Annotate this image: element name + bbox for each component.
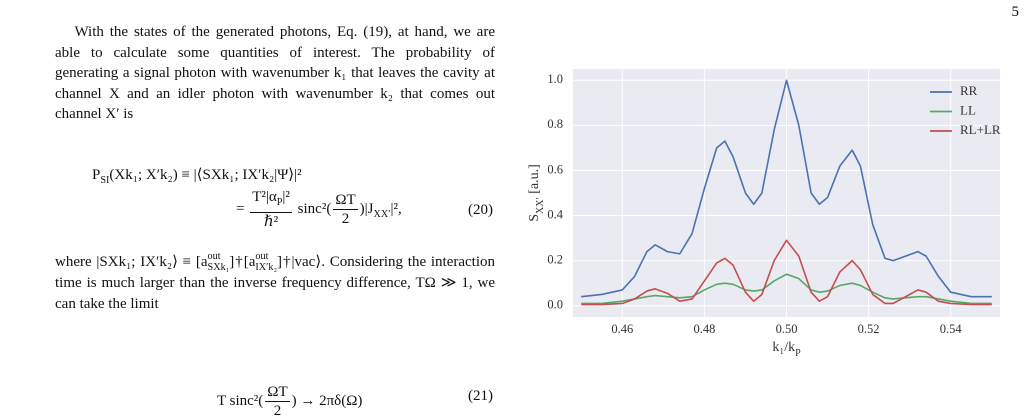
subscript: P [795, 348, 801, 359]
subscript: SXk₁ [207, 261, 230, 274]
text-run: ) → 2πδ(Ω) [291, 392, 363, 409]
x-axis-label: k₁/kP [772, 340, 801, 359]
subscript: IX′k₂ [255, 261, 278, 274]
paragraph: where |SXk₁; IX′k₂⟩ ≡ [a out SXk₁]†[a out IX… [55, 251, 495, 314]
equation-number: (20) [468, 202, 493, 218]
text-run: |² [282, 189, 290, 205]
text-run: SI [100, 175, 110, 186]
legend-label: RR [960, 83, 978, 98]
text-run: T sinc²( [217, 392, 264, 409]
text-run: out [207, 251, 221, 262]
y-tick-label: 0.0 [547, 298, 563, 312]
text-run: ΩT [267, 384, 288, 400]
text-run: XX′ [373, 208, 391, 220]
y-tick-label: 0.2 [547, 253, 563, 267]
denominator: 2 [340, 210, 352, 228]
y-tick-label: 0.4 [547, 207, 563, 221]
chart: 0.0 0.2 0.4 0.6 0.8 1.0 0.46 0.48 0.50 0.52 0.54 k₁… [527, 69, 1001, 359]
text-run: ΩT [335, 192, 356, 208]
x-tick-label: 0.52 [858, 322, 880, 336]
equation-line: = T²|αP|² ℏ² sinc²(ΩT 2 )|JXX′|², [236, 188, 402, 231]
text-run: ]†[a [229, 254, 256, 271]
legend-label: RL+LR [960, 122, 1001, 137]
numerator: ΩT [333, 191, 358, 210]
text-run: (Xk₁; X′k₂) ≡ |⟨SXk₁; IX′k₂|Ψ⟩|² [109, 167, 302, 183]
script-stack: out SXk₁ [207, 251, 230, 274]
line-series [581, 273, 992, 305]
line-series [581, 79, 992, 298]
page: { "page_number": "5", "paragraphs": [ "W… [55, 4, 1020, 419]
text-run: P [92, 167, 101, 183]
x-tick-label: 0.50 [776, 322, 798, 336]
text-run: [a.u.] [527, 164, 542, 197]
text-run: P [795, 348, 801, 359]
equation-line: PSI(Xk₁; X′k₂) ≡ |⟨SXk₁; IX′k₂|Ψ⟩|² [92, 165, 302, 192]
y-tick-label: 1.0 [547, 72, 563, 86]
text-run: ]†|vac⟩. Considering the interaction tim… [55, 254, 495, 312]
script-stack: out IX′k₂ [255, 251, 278, 274]
subscript: XX′ [535, 197, 546, 214]
text-run: P [276, 197, 283, 208]
subscript: XX′ [373, 209, 390, 220]
page-number: 5 [1011, 4, 1020, 20]
text-run: )|J [359, 200, 374, 217]
numerator: T²|αP|² [250, 188, 292, 213]
line-series [581, 239, 992, 306]
x-tick-label: 0.46 [611, 322, 633, 336]
text-run: k₁/k [772, 340, 795, 355]
text-run: |², [390, 200, 402, 217]
equation-number: (21) [468, 388, 493, 404]
text-run: where |SXk₁; IX′k₂⟩ ≡ [a [55, 254, 208, 271]
text-run: XX′ [535, 197, 546, 214]
legend-label: LL [960, 102, 976, 117]
text-run: With the states of the generated photons… [55, 24, 495, 122]
x-tick-label: 0.48 [693, 322, 715, 336]
denominator: ℏ² [262, 213, 280, 231]
subscript: SI [100, 175, 109, 186]
text-run: out [255, 251, 269, 262]
text-run: sinc²( [293, 200, 332, 217]
paragraph: With the states of the generated photons… [55, 22, 495, 125]
text-run: T²|α [252, 189, 277, 205]
superscript: out [207, 251, 230, 263]
fraction: ΩT 2 [333, 191, 358, 228]
numerator: ΩT [265, 383, 290, 402]
text-run: = [236, 200, 249, 217]
y-tick-label: 0.8 [547, 117, 563, 131]
y-axis-label: SXX′ [a.u.] [527, 164, 546, 221]
text-run: S [527, 214, 542, 222]
text-run: ℏ² [263, 214, 279, 230]
subscript: P [277, 197, 283, 208]
y-tick-label: 0.6 [547, 162, 563, 176]
x-tick-label: 0.54 [940, 322, 963, 336]
superscript: out [255, 251, 277, 263]
text-run: 2 [341, 211, 350, 227]
text-run: IX′k₂ [255, 261, 278, 273]
text-run: SXk₁ [207, 261, 230, 273]
fraction: T²|αP|² ℏ² [250, 188, 292, 231]
